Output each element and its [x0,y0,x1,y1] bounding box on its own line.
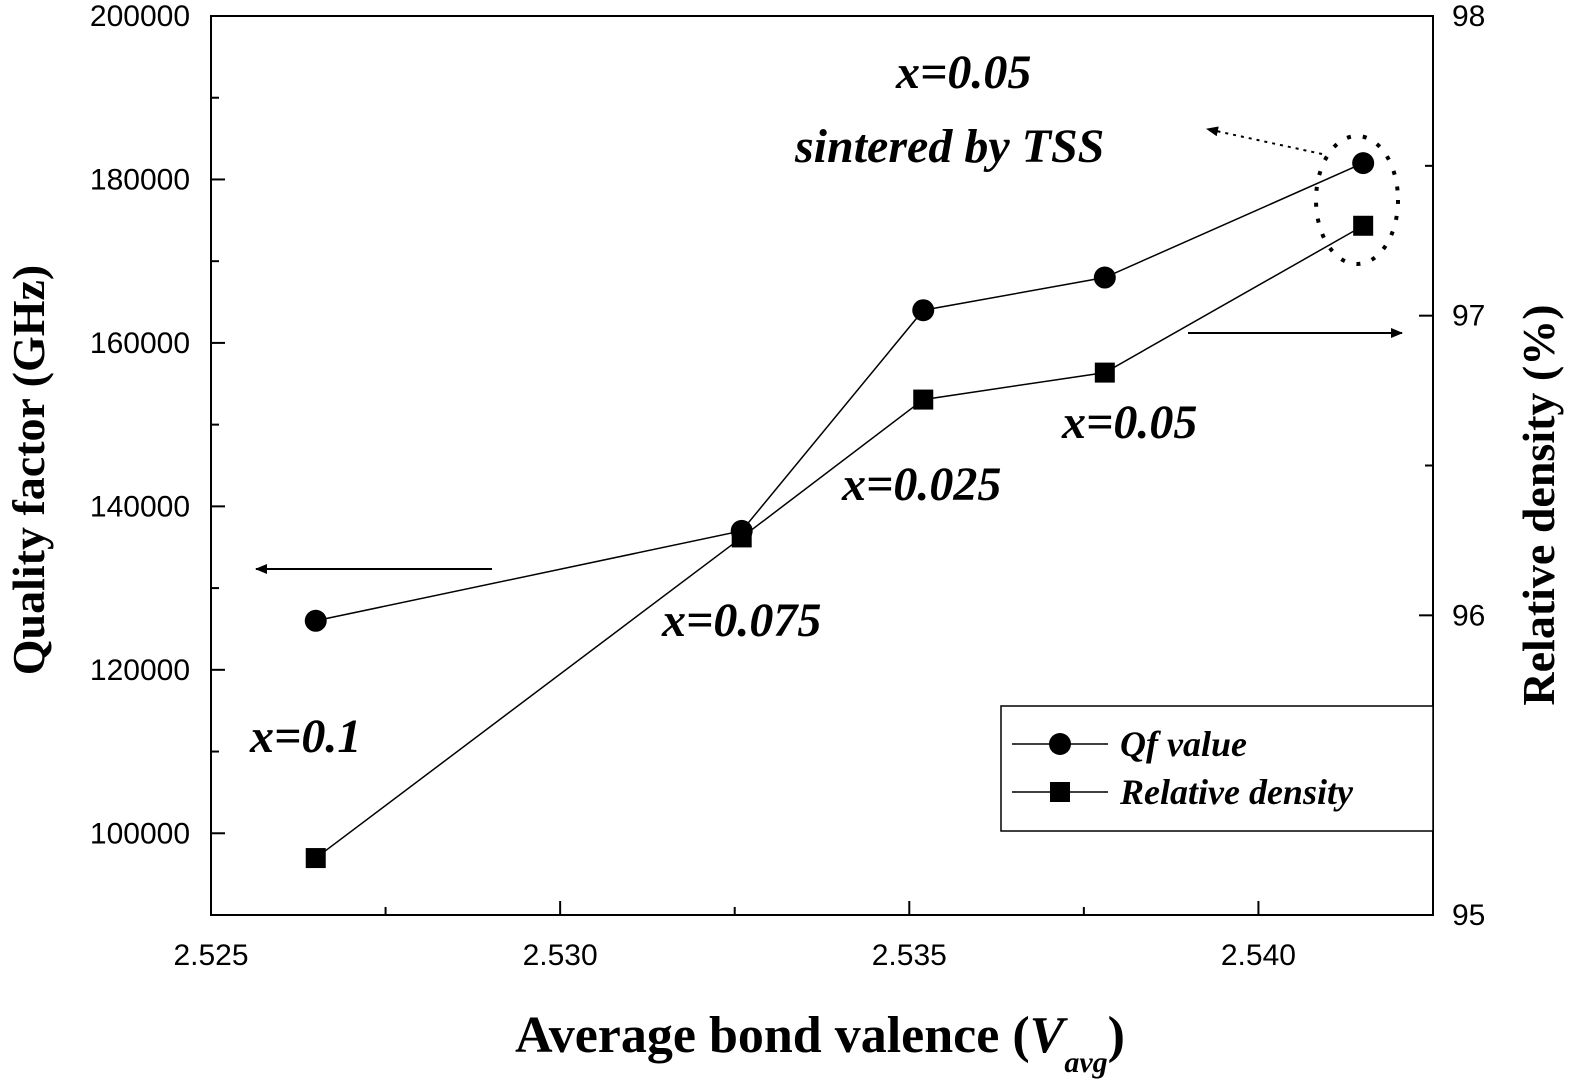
data-point-circle [1093,266,1116,289]
y-tick-label: 160000 [90,327,190,360]
annotation-x-0-05-tss: x=0.05 [895,46,1031,99]
x-axis-title: Average bond valence (Vavg) [515,1007,1125,1079]
data-point-circle [1352,152,1375,175]
x-tick-label: 2.530 [523,939,598,972]
legend: Qf value Relative density [1000,705,1434,832]
x-axis-title-close: ) [1108,1007,1125,1064]
y-tick-label: 100000 [90,817,190,850]
tss-highlight-circle [1314,134,1400,266]
x-axis-ticks: 2.525 2.530 2.535 2.540 [173,901,1296,972]
data-point-circle [912,299,935,322]
legend-label-rd: Relative density [1119,772,1354,812]
annotation-x-0-05: x=0.05 [1061,396,1197,449]
x-axis-title-var: V [1030,1007,1069,1064]
y-tick-label: 180000 [90,163,190,196]
data-point-square [731,527,752,548]
legend-box [1000,705,1434,832]
x-axis-title-sub: avg [1064,1046,1107,1079]
y-axis-title: Quality factor (GHz) [3,265,54,676]
data-point-circle [304,609,327,632]
y2-tick-label: 98 [1452,0,1485,33]
annotation-x-0-075: x=0.075 [661,594,821,647]
data-point-square [1094,362,1115,383]
legend-marker-circle [1049,733,1071,755]
data-point-square [913,389,934,410]
y-tick-label: 200000 [90,0,190,33]
x-tick-label: 2.525 [173,939,248,972]
data-point-square [1353,215,1374,236]
y2-axis-title: Relative density (%) [1513,304,1564,705]
y-tick-label: 120000 [90,654,190,687]
legend-marker-square [1050,782,1070,802]
series-relative-density [305,215,1374,869]
annotation-x-0-025: x=0.025 [841,458,1001,511]
data-point-square [305,848,326,869]
series-qf-value [304,152,1375,632]
y-tick-label: 140000 [90,490,190,523]
y2-tick-label: 97 [1452,300,1485,333]
x-tick-label: 2.535 [872,939,947,972]
x-tick-label: 2.540 [1221,939,1296,972]
annotation-sintered-by-tss: sintered by TSS [794,120,1104,173]
series-line [315,162,1364,622]
y2-axis-ticks: 95 96 97 98 [1419,0,1485,932]
tss-dotted-arrow [1206,126,1323,155]
annotation-x-0-1: x=0.1 [249,710,361,763]
y2-tick-label: 95 [1452,899,1485,932]
legend-label-qf: Qf value [1120,724,1247,764]
y2-tick-label: 96 [1452,599,1485,632]
y-axis-ticks: 100000 120000 140000 160000 180000 200000 [90,0,225,916]
x-axis-title-main: Average bond valence ( [515,1007,1030,1064]
